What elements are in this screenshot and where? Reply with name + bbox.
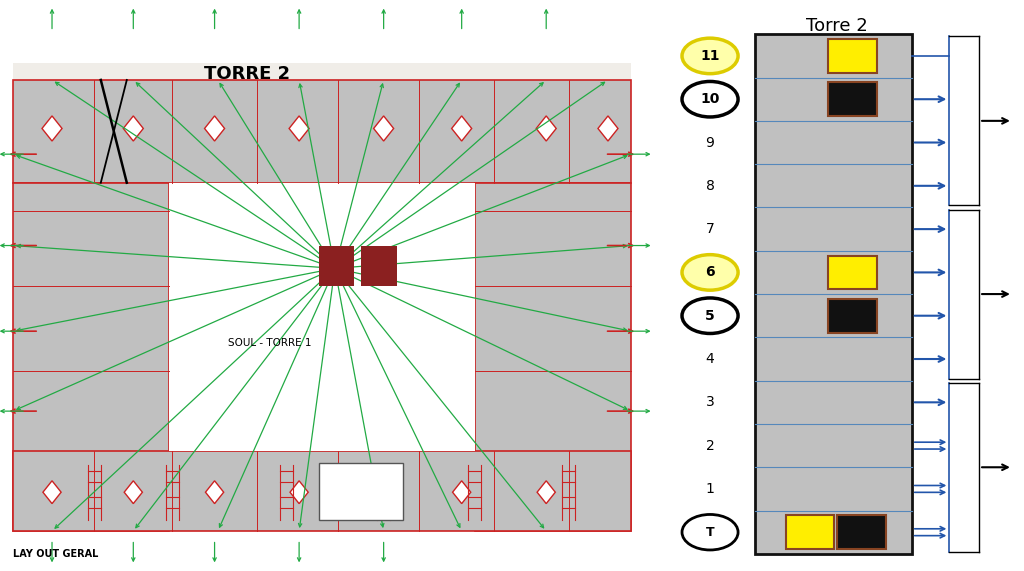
Bar xyxy=(169,183,475,451)
Polygon shape xyxy=(123,116,143,141)
Bar xyxy=(828,256,877,289)
Text: 1: 1 xyxy=(706,482,715,496)
Text: 8: 8 xyxy=(706,179,715,193)
Bar xyxy=(785,516,835,549)
Text: 7: 7 xyxy=(706,222,715,236)
Polygon shape xyxy=(452,116,472,141)
Polygon shape xyxy=(289,116,309,141)
Bar xyxy=(13,451,631,531)
Text: TORRE 2: TORRE 2 xyxy=(204,65,290,83)
Text: 9: 9 xyxy=(706,135,715,150)
Text: 2: 2 xyxy=(706,439,715,453)
Ellipse shape xyxy=(682,298,738,333)
Text: 10: 10 xyxy=(700,92,720,106)
Bar xyxy=(318,463,403,520)
Ellipse shape xyxy=(682,38,738,74)
Polygon shape xyxy=(206,481,223,504)
Text: SOUL - TORRE 1: SOUL - TORRE 1 xyxy=(228,337,311,348)
Polygon shape xyxy=(290,481,308,504)
Polygon shape xyxy=(374,116,393,141)
Text: LAY OUT GERAL: LAY OUT GERAL xyxy=(12,549,98,559)
Bar xyxy=(13,63,631,531)
Polygon shape xyxy=(42,116,62,141)
Bar xyxy=(13,80,631,183)
Polygon shape xyxy=(43,481,61,504)
Bar xyxy=(318,246,354,286)
Text: Torre 2: Torre 2 xyxy=(806,17,868,35)
Bar xyxy=(13,183,169,531)
Bar xyxy=(828,299,877,332)
Ellipse shape xyxy=(682,255,738,290)
Text: 5: 5 xyxy=(706,309,715,323)
Bar xyxy=(838,516,886,549)
Polygon shape xyxy=(453,481,471,504)
Polygon shape xyxy=(375,481,393,504)
Polygon shape xyxy=(537,116,556,141)
Polygon shape xyxy=(538,481,555,504)
Text: 4: 4 xyxy=(706,352,715,366)
Text: T: T xyxy=(706,526,715,538)
Bar xyxy=(360,246,396,286)
Text: 11: 11 xyxy=(700,49,720,63)
Ellipse shape xyxy=(682,514,738,550)
Polygon shape xyxy=(124,481,142,504)
Ellipse shape xyxy=(682,82,738,117)
Bar xyxy=(828,39,877,73)
Bar xyxy=(828,82,877,116)
Polygon shape xyxy=(205,116,224,141)
Text: 3: 3 xyxy=(706,395,715,409)
Text: 6: 6 xyxy=(706,266,715,279)
Polygon shape xyxy=(598,116,618,141)
Bar xyxy=(475,183,631,531)
Bar xyxy=(755,34,912,554)
